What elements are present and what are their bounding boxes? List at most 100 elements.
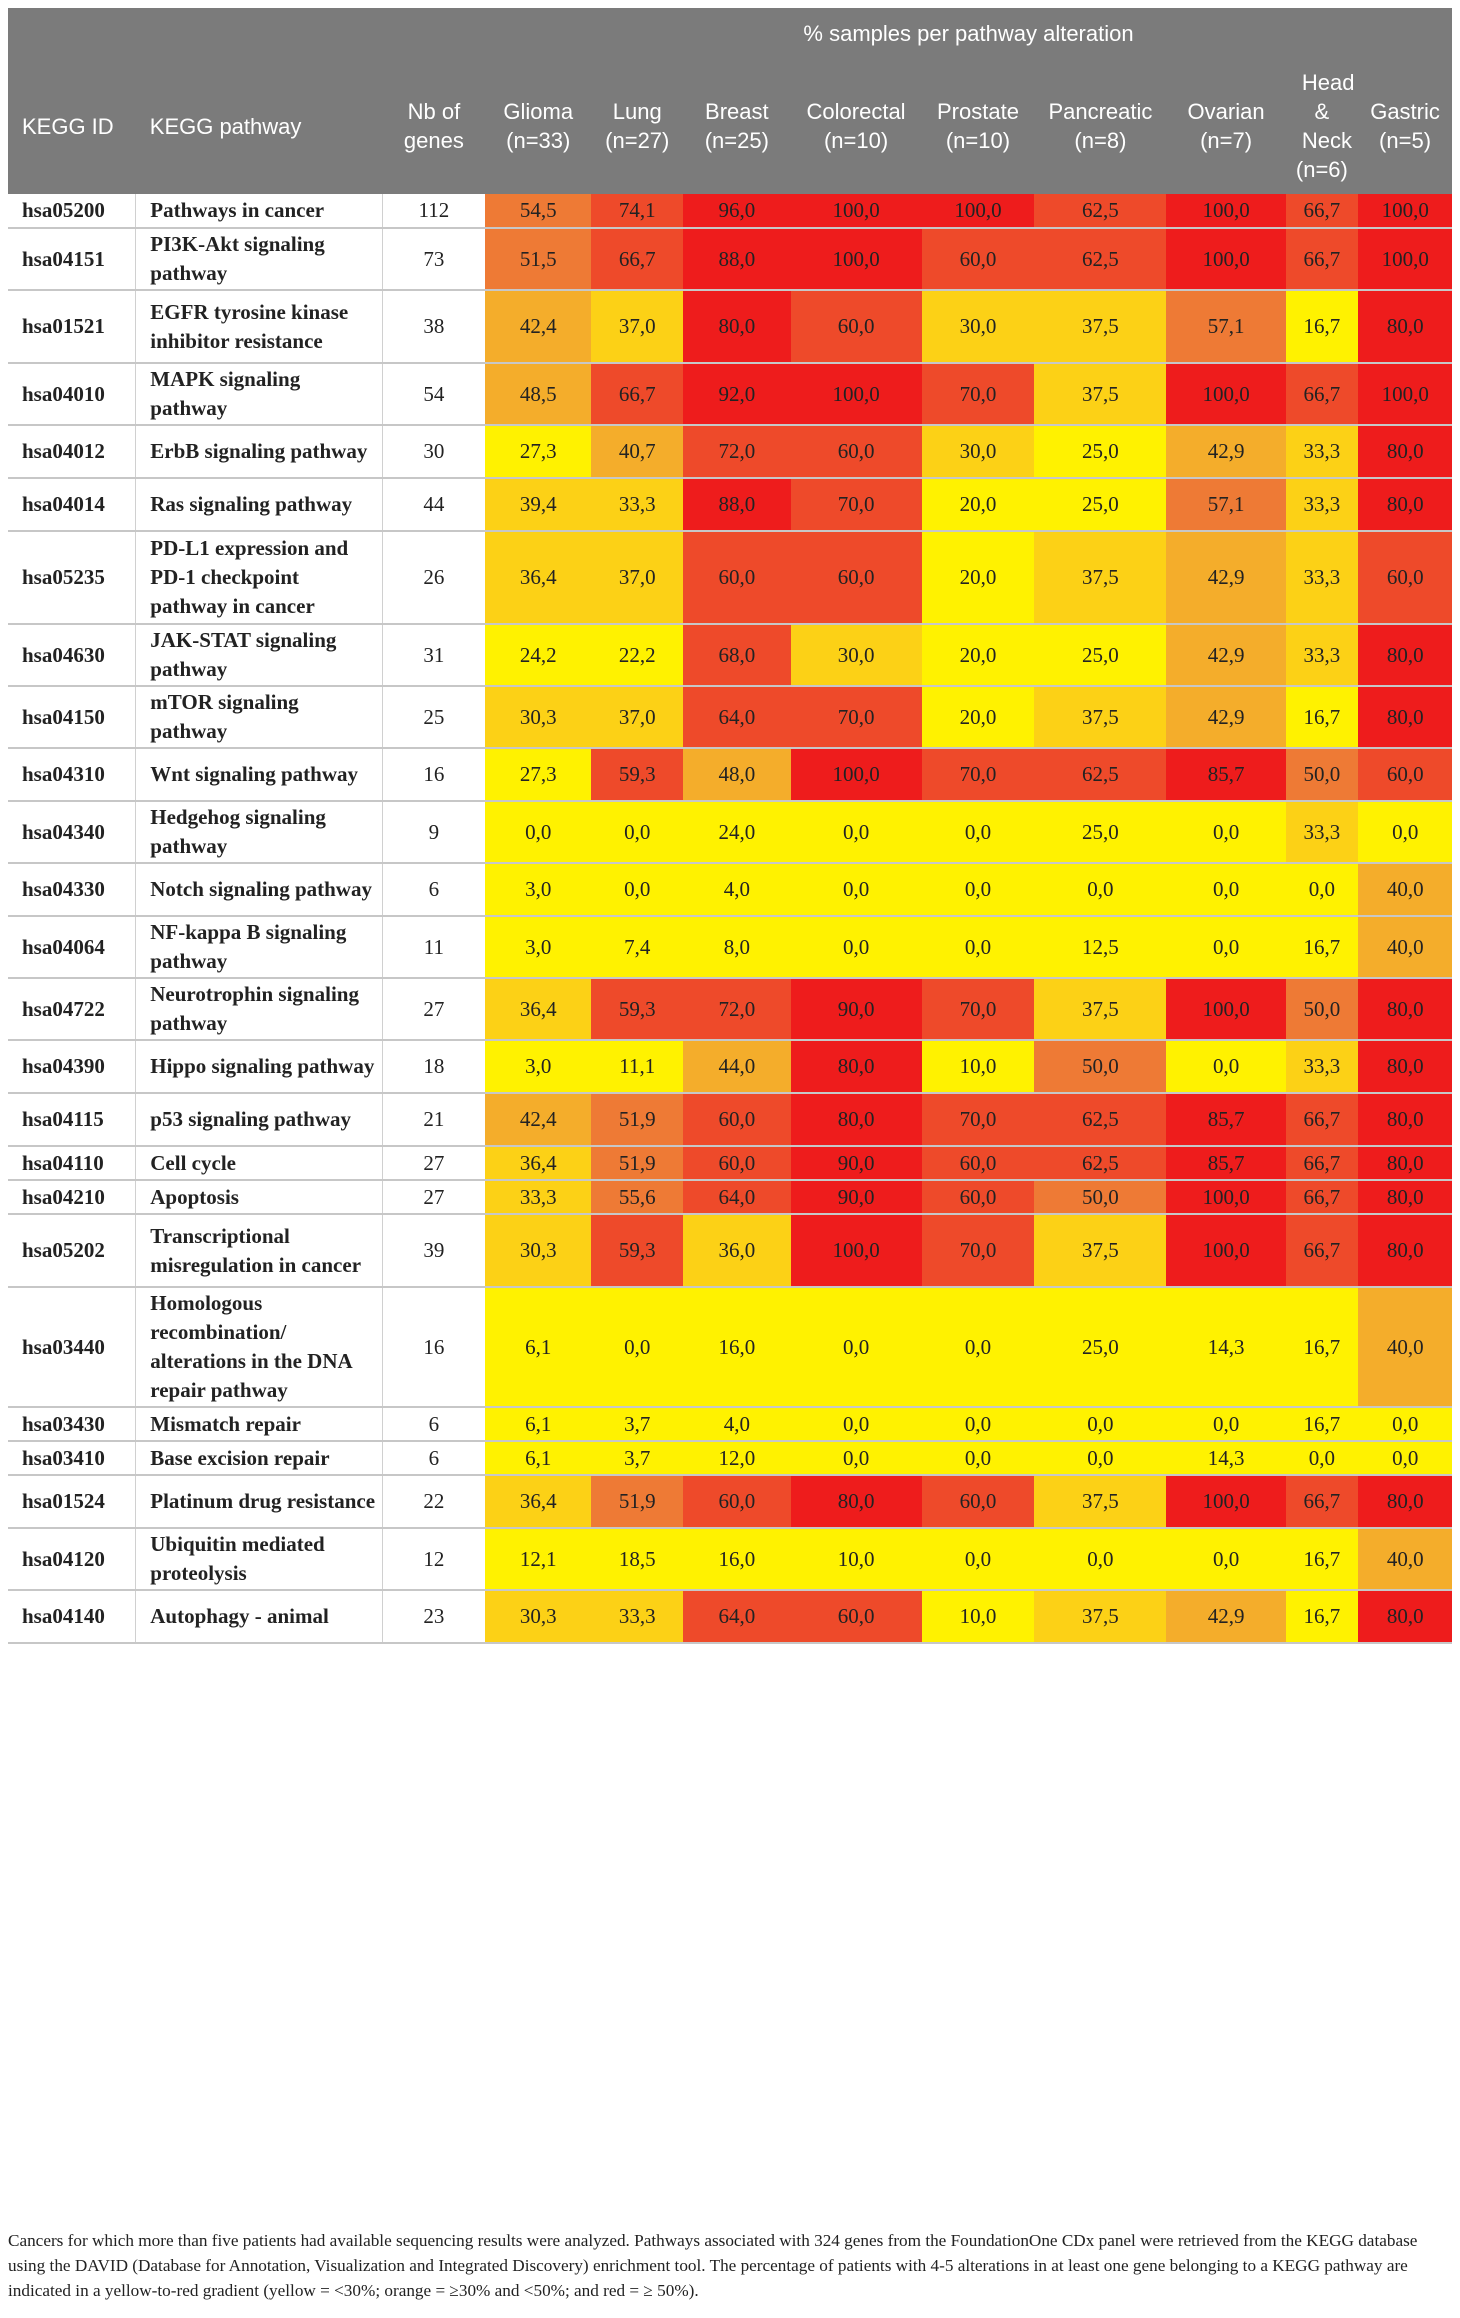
gene-count-cell: 44 (382, 478, 486, 532)
kegg-pathway-cell: Ras signaling pathway (135, 478, 383, 532)
table-row: hsa04151 PI3K-Akt signaling pathway 73 51,5… (8, 228, 1452, 291)
kegg-pathway-cell: Hedgehog signaling pathway (135, 801, 383, 864)
cancer-header: Pancreatic (n=8) (1034, 58, 1167, 194)
alteration-value-cell: 20,0 (921, 686, 1035, 749)
alteration-value-cell: 100,0 (1166, 228, 1286, 291)
gene-count-cell: 27 (382, 978, 486, 1041)
cancer-sample-count: (n=5) (1379, 128, 1432, 153)
alteration-value-cell: 25,0 (1034, 425, 1167, 479)
alteration-value-cell: 25,0 (1034, 1287, 1167, 1408)
alteration-value-cell: 59,3 (591, 978, 684, 1041)
alteration-value-cell: 0,0 (921, 1407, 1035, 1442)
alteration-value-cell: 59,3 (591, 748, 684, 802)
cancer-sample-count: (n=6) (1295, 157, 1348, 182)
group-header: % samples per pathway alteration (485, 8, 1452, 58)
alteration-value-cell: 27,3 (485, 425, 592, 479)
cancer-name: Lung (612, 99, 662, 124)
gene-count-cell: 25 (382, 686, 486, 749)
alteration-value-cell: 60,0 (921, 1475, 1035, 1529)
alteration-value-cell: 0,0 (921, 1287, 1035, 1408)
alteration-value-cell: 0,0 (1034, 1407, 1167, 1442)
alteration-value-cell: 0,0 (1166, 1407, 1286, 1442)
alteration-value-cell: 37,0 (591, 686, 684, 749)
alteration-value-cell: 0,0 (1166, 1040, 1286, 1094)
gene-count-cell: 26 (382, 531, 486, 625)
alteration-value-cell: 90,0 (790, 978, 922, 1041)
alteration-value-cell: 42,4 (485, 1093, 592, 1147)
table-row: hsa04014 Ras signaling pathway 44 39,4 33,3 8… (8, 478, 1452, 532)
alteration-value-cell: 100,0 (921, 194, 1035, 229)
alteration-value-cell: 0,0 (485, 801, 592, 864)
alteration-value-cell: 42,4 (485, 290, 592, 364)
alteration-value-cell: 0,0 (1285, 1441, 1359, 1476)
kegg-id-cell: hsa05200 (8, 194, 136, 229)
alteration-value-cell: 0,0 (1358, 1441, 1452, 1476)
kegg-pathway-cell: mTOR signaling pathway (135, 686, 383, 749)
cancer-sample-count: (n=7) (1200, 128, 1253, 153)
table-row: hsa05235 PD-L1 expression and PD-1 checkp… (8, 531, 1452, 625)
alteration-value-cell: 85,7 (1166, 748, 1286, 802)
alteration-value-cell: 0,0 (1358, 1407, 1452, 1442)
gene-count-cell: 11 (382, 916, 486, 979)
table-row: hsa04630 JAK-STAT signaling pathway 31 24,2… (8, 624, 1452, 687)
alteration-value-cell: 66,7 (591, 363, 684, 426)
alteration-value-cell: 70,0 (921, 1093, 1035, 1147)
alteration-value-cell: 64,0 (683, 1590, 791, 1644)
alteration-value-cell: 100,0 (1358, 194, 1452, 229)
alteration-value-cell: 33,3 (591, 478, 684, 532)
kegg-id-cell: hsa05235 (8, 531, 136, 625)
kegg-id-cell: hsa04010 (8, 363, 136, 426)
kegg-id-cell: hsa05202 (8, 1214, 136, 1288)
kegg-pathway-cell: Base excision repair (135, 1441, 383, 1476)
kegg-pathway-cell: Mismatch repair (135, 1407, 383, 1442)
nb-genes-header: Nb of genes (382, 58, 486, 194)
alteration-value-cell: 55,6 (591, 1180, 684, 1215)
kegg-id-cell: hsa04630 (8, 624, 136, 687)
gene-count-cell: 6 (382, 1441, 486, 1476)
table-row: hsa04010 MAPK signaling pathway 54 48,5 66,7… (8, 363, 1452, 426)
alteration-value-cell: 0,0 (790, 1287, 922, 1408)
cancer-header: Prostate (n=10) (921, 58, 1035, 194)
alteration-value-cell: 66,7 (1285, 1146, 1359, 1181)
alteration-value-cell: 50,0 (1285, 748, 1359, 802)
alteration-value-cell: 10,0 (921, 1590, 1035, 1644)
alteration-value-cell: 80,0 (1358, 686, 1452, 749)
alteration-value-cell: 37,5 (1034, 363, 1167, 426)
alteration-value-cell: 0,0 (591, 863, 684, 917)
cancer-sample-count: (n=10) (823, 128, 889, 153)
gene-count-cell: 112 (382, 194, 486, 229)
table-row: hsa04390 Hippo signaling pathway 18 3,0 11,1… (8, 1040, 1452, 1094)
table-row: hsa04115 p53 signaling pathway 21 42,4 51,9 6… (8, 1093, 1452, 1147)
alteration-value-cell: 80,0 (1358, 478, 1452, 532)
alteration-value-cell: 25,0 (1034, 478, 1167, 532)
kegg-pathway-cell: Cell cycle (135, 1146, 383, 1181)
cancer-name: Glioma (503, 99, 574, 124)
alteration-value-cell: 36,4 (485, 1475, 592, 1529)
alteration-value-cell: 70,0 (790, 686, 922, 749)
alteration-value-cell: 3,7 (591, 1441, 684, 1476)
alteration-value-cell: 33,3 (1285, 1040, 1359, 1094)
table-row: hsa04340 Hedgehog signaling pathway 9 0,0 0,… (8, 801, 1452, 864)
kegg-id-cell: hsa03440 (8, 1287, 136, 1408)
cancer-header: Head & Neck (n=6) (1285, 58, 1359, 194)
alteration-value-cell: 68,0 (683, 624, 791, 687)
alteration-value-cell: 37,5 (1034, 686, 1167, 749)
kegg-id-cell: hsa04014 (8, 478, 136, 532)
alteration-value-cell: 62,5 (1034, 228, 1167, 291)
alteration-value-cell: 80,0 (1358, 290, 1452, 364)
kegg-id-cell: hsa04390 (8, 1040, 136, 1094)
alteration-value-cell: 80,0 (1358, 1040, 1452, 1094)
alteration-value-cell: 40,0 (1358, 863, 1452, 917)
alteration-value-cell: 33,3 (1285, 478, 1359, 532)
alteration-value-cell: 0,0 (790, 916, 922, 979)
kegg-pathway-cell: Neurotrophin signaling pathway (135, 978, 383, 1041)
kegg-id-cell: hsa04115 (8, 1093, 136, 1147)
alteration-value-cell: 0,0 (1166, 863, 1286, 917)
alteration-value-cell: 24,0 (683, 801, 791, 864)
kegg-pathway-cell: Hippo signaling pathway (135, 1040, 383, 1094)
alteration-value-cell: 50,0 (1285, 978, 1359, 1041)
gene-count-cell: 38 (382, 290, 486, 364)
cancer-sample-count: (n=25) (704, 128, 769, 153)
alteration-value-cell: 70,0 (921, 748, 1035, 802)
alteration-value-cell: 37,5 (1034, 978, 1167, 1041)
